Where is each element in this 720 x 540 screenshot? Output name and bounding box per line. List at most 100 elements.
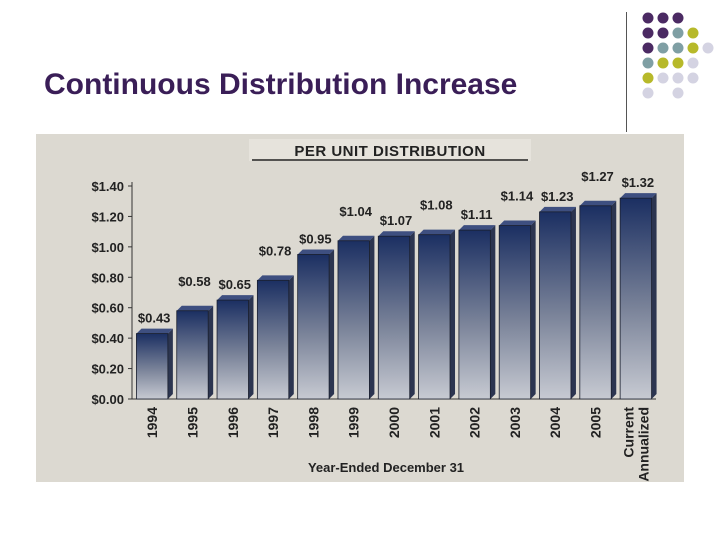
- bar: [619, 193, 657, 400]
- bar-top: [620, 193, 657, 199]
- decorative-dot: [687, 72, 699, 84]
- bar-side: [611, 200, 617, 399]
- x-tick-label: 1994: [144, 407, 160, 438]
- decorative-dot: [642, 42, 654, 54]
- bar-side: [570, 206, 576, 399]
- decorative-dot-grid: [642, 12, 714, 99]
- bar-top: [136, 328, 173, 334]
- bar-front: [498, 225, 532, 400]
- bar: [458, 225, 496, 400]
- bars: [136, 193, 657, 400]
- bar-front: [136, 333, 169, 400]
- bar-top: [176, 305, 214, 311]
- x-axis-title: Year-Ended December 31: [308, 460, 464, 475]
- title-divider-line: [626, 12, 627, 132]
- x-tick-label: 2001: [426, 407, 442, 438]
- value-label: $1.07: [380, 213, 413, 228]
- bar-side: [288, 275, 294, 399]
- value-label: $1.27: [581, 169, 614, 184]
- bar-top: [337, 235, 375, 241]
- y-tick-label: $0.00: [91, 392, 124, 407]
- value-label: $0.95: [299, 231, 332, 246]
- bar-top: [418, 229, 456, 235]
- bar-top: [539, 206, 576, 212]
- y-tick-label: $0.80: [91, 270, 124, 285]
- decorative-dot: [657, 27, 669, 39]
- x-tick-label: 2003: [507, 407, 523, 438]
- decorative-dot: [672, 12, 684, 24]
- bar-side: [409, 231, 415, 399]
- value-label: $0.58: [178, 274, 211, 289]
- bar: [539, 206, 576, 400]
- x-tick-label: Annualized: [635, 407, 651, 482]
- decorative-dot: [642, 72, 654, 84]
- bar-top: [579, 200, 617, 206]
- value-label: $1.14: [501, 189, 534, 204]
- bar-side: [651, 193, 657, 399]
- decorative-dot: [687, 27, 699, 39]
- x-tick-label: 2000: [386, 407, 402, 438]
- bar: [579, 200, 617, 400]
- x-tick-label: 1996: [225, 407, 241, 438]
- decorative-dot: [657, 57, 669, 69]
- bar: [418, 229, 456, 400]
- bar-front: [216, 299, 249, 400]
- bar-side: [329, 249, 335, 399]
- decorative-dot: [702, 42, 714, 54]
- bar-top: [217, 295, 254, 301]
- decorative-dot: [642, 27, 654, 39]
- decorative-dot: [657, 12, 669, 24]
- bar-top: [458, 225, 496, 231]
- chart-title-box: [249, 139, 531, 161]
- bar-front: [458, 229, 491, 400]
- bar-side: [167, 328, 173, 399]
- bar-front: [377, 235, 411, 400]
- slide-title: Continuous Distribution Increase: [44, 68, 518, 101]
- value-label: $0.65: [218, 277, 251, 292]
- chart-title-group: PER UNIT DISTRIBUTION: [249, 139, 531, 161]
- bar: [216, 295, 254, 400]
- bar-side: [490, 225, 496, 399]
- bar: [136, 328, 173, 400]
- y-tick-label: $0.20: [91, 362, 124, 377]
- value-labels: $0.43 $0.58 $0.65 $0.78 $0.95 $1.04 $1.07 $1.08…: [138, 169, 654, 326]
- decorative-dot: [687, 42, 699, 54]
- decorative-dot: [657, 42, 669, 54]
- value-label: $0.43: [138, 311, 171, 326]
- x-tick-label: 1997: [265, 407, 281, 438]
- bar: [377, 231, 415, 400]
- y-tick-label: $0.40: [91, 331, 124, 346]
- bar-side: [530, 220, 536, 399]
- bar-front: [297, 254, 330, 400]
- y-axis: $0.00 $0.20 $0.40 $0.60 $0.80 $1.00 $1.20 $1.40: [91, 179, 656, 407]
- bar: [256, 275, 294, 400]
- decorative-dot: [687, 57, 699, 69]
- bar-side: [369, 235, 375, 399]
- bar: [337, 235, 375, 400]
- decorative-dot: [642, 87, 654, 99]
- bar-top: [297, 249, 335, 255]
- bar-side: [208, 305, 214, 399]
- bar-front: [337, 240, 370, 400]
- x-tick-label: 2005: [588, 407, 604, 438]
- x-tick-label: 1995: [184, 407, 200, 438]
- x-tick-label: Current: [620, 407, 636, 458]
- bar-front: [619, 197, 652, 400]
- bar-front: [539, 211, 572, 400]
- decorative-dot: [657, 72, 669, 84]
- value-label: $1.32: [622, 175, 655, 190]
- bar-top: [257, 275, 294, 281]
- decorative-dot: [642, 57, 654, 69]
- chart-title: PER UNIT DISTRIBUTION: [294, 143, 485, 160]
- bar-side: [450, 229, 456, 399]
- decorative-dot: [672, 57, 684, 69]
- y-tick-label: $1.20: [91, 209, 124, 224]
- value-label: $1.04: [339, 204, 372, 219]
- bar-front: [176, 310, 209, 400]
- value-label: $1.08: [420, 198, 453, 213]
- x-axis-labels: 1994 1995 1996 1997 1998 1999 2000 2001 2002 2003…: [144, 407, 651, 482]
- value-label: $0.78: [259, 243, 292, 258]
- decorative-dot: [672, 42, 684, 54]
- y-tick-label: $1.00: [91, 240, 124, 255]
- bar: [176, 305, 214, 400]
